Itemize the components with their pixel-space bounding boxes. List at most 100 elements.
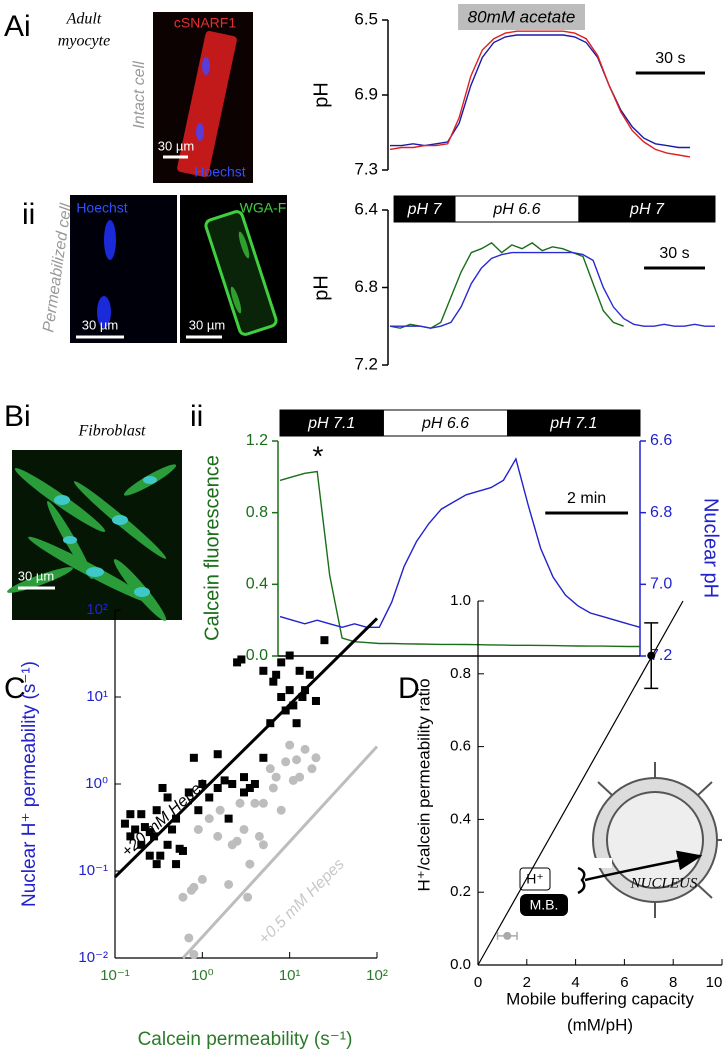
panel-label: ii — [22, 198, 35, 231]
x-axis-label: Calcein permeability (s⁻¹) — [138, 1029, 353, 1050]
point — [320, 636, 329, 645]
point — [292, 755, 302, 765]
point — [224, 814, 233, 823]
point — [150, 832, 159, 841]
caption: Adult — [66, 11, 102, 28]
point — [295, 666, 304, 675]
point — [126, 832, 135, 841]
condition-label: pH 6.6 — [421, 415, 469, 432]
side-caption: Intact cell — [131, 61, 148, 129]
point — [137, 810, 146, 819]
panel-label: Bi — [4, 400, 31, 433]
point — [184, 788, 193, 797]
y-tick-label: 0.6 — [450, 738, 471, 755]
point — [289, 701, 298, 710]
point — [311, 753, 321, 763]
stain-label: Hoechst — [76, 200, 127, 216]
x-tick-label: 8 — [669, 974, 677, 991]
point — [245, 783, 254, 792]
point — [205, 793, 214, 802]
scale-bar-label: 2 min — [567, 490, 606, 507]
point — [145, 828, 154, 837]
y-tick-label: 10⁻¹ — [78, 862, 108, 879]
condition-label: pH 6.6 — [492, 201, 540, 218]
y-tick-label: 10¹ — [86, 688, 108, 705]
point — [156, 851, 165, 860]
y-tick-label: 0.4 — [246, 576, 268, 593]
point — [193, 824, 203, 834]
x-tick-label: 2 — [523, 974, 531, 991]
trace — [279, 457, 641, 629]
point — [305, 670, 314, 679]
point — [259, 753, 268, 762]
condition-label: pH 7 — [407, 201, 443, 218]
point — [140, 823, 149, 832]
buffer-label: M.B. — [530, 897, 559, 913]
point — [189, 753, 198, 762]
x-tick-label: 10⁻¹ — [100, 967, 130, 984]
x-axis-label: (mM/pH) — [567, 1015, 633, 1034]
scale-label: 30 µm — [189, 317, 225, 332]
condition-bar — [578, 195, 716, 223]
x-axis-label: Mobile buffering capacity — [506, 989, 694, 1008]
point — [277, 658, 286, 667]
x-tick-label: 10² — [366, 967, 388, 984]
point — [285, 686, 294, 695]
chart: 0.0 0.2 0.4 0.6 0.8 1.0 0 2 4 6 8 10 H⁺/calcein perm… — [414, 592, 723, 1034]
micrograph: Hoechst 30 µm — [70, 195, 177, 343]
nucleus-diagram: H⁺ M.B. NUCLEUS — [519, 762, 722, 918]
y-tick-label: 7.3 — [354, 159, 378, 178]
y-tick-label: 10⁰ — [85, 775, 108, 792]
point — [240, 788, 249, 797]
y-tick-label: 6.4 — [354, 199, 378, 218]
point — [224, 879, 234, 889]
condition-label: pH 7.1 — [307, 415, 355, 432]
point — [272, 670, 281, 679]
panel-label: C — [4, 672, 26, 705]
panel-label: ii — [190, 400, 203, 433]
y-tick-label: 0.0 — [246, 647, 268, 664]
scale-label: 30 µm — [18, 568, 54, 583]
condition-bar — [279, 409, 384, 437]
point — [266, 719, 275, 728]
point — [172, 814, 181, 823]
point — [300, 744, 310, 754]
y-axis-label: Calcein fluorescence — [201, 455, 223, 641]
condition-label: pH 7 — [629, 201, 665, 218]
y2-tick-label: 6.6 — [650, 432, 672, 449]
condition-bar — [382, 409, 509, 437]
y-tick-label: 0.8 — [450, 665, 471, 682]
point — [503, 931, 512, 940]
point — [213, 783, 222, 792]
y-axis-label: H⁺/calcein permeability ratio — [414, 678, 433, 891]
point — [258, 840, 268, 850]
point — [245, 859, 255, 869]
point — [277, 693, 286, 701]
panel-label: Ai — [4, 10, 31, 43]
y-axis-label: pH — [310, 82, 332, 108]
trace — [390, 34, 690, 149]
stain-label: Hoechst — [194, 164, 245, 180]
point — [271, 772, 281, 782]
point — [285, 740, 295, 750]
y2-tick-label: 6.8 — [650, 504, 672, 521]
point — [184, 933, 194, 943]
point — [168, 825, 177, 834]
y2-tick-label: 7.0 — [650, 576, 672, 593]
point — [152, 806, 161, 815]
y-tick-label: 0.0 — [450, 956, 471, 973]
point — [285, 651, 294, 660]
y-tick-label: 6.9 — [354, 84, 378, 103]
y-tick-label: 10⁻² — [78, 949, 108, 966]
chart: 6.4 6.8 7.2 pH pH 7 pH 6.6 pH 7 30 s — [310, 195, 716, 373]
scale-bar-label: 30 s — [655, 50, 685, 67]
point — [120, 819, 129, 828]
scale-label: 30 µm — [158, 138, 194, 153]
point — [178, 892, 188, 902]
point — [243, 892, 253, 902]
y-tick-label: 10² — [86, 601, 108, 618]
point — [163, 840, 172, 849]
